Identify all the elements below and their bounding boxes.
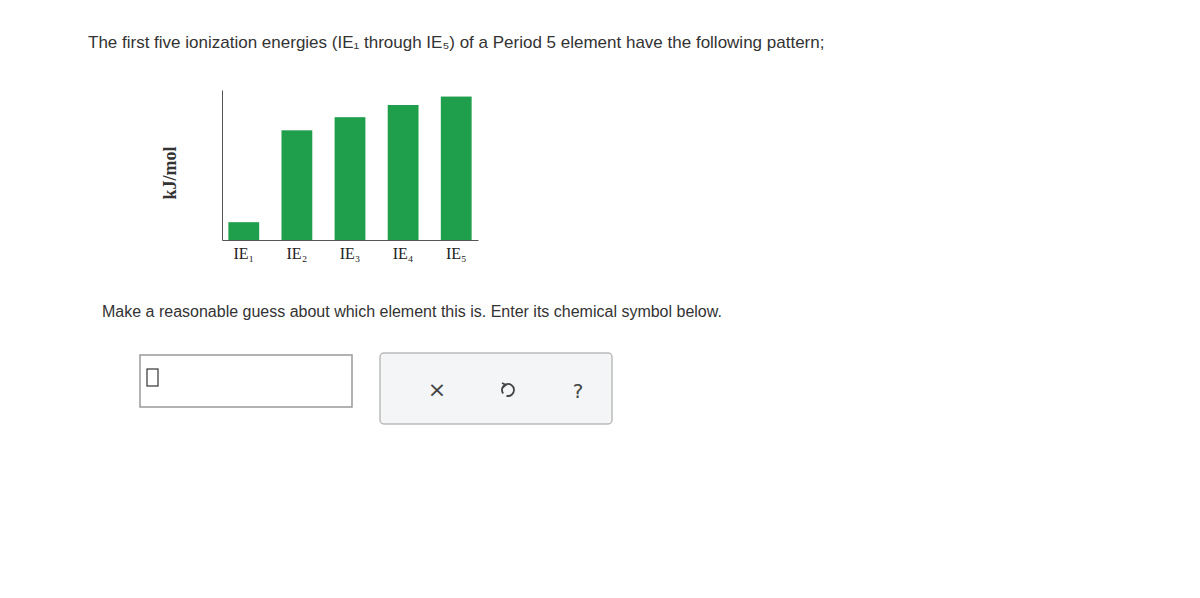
undo-arrow — [502, 383, 506, 388]
x-tick-label: IE₅ — [446, 245, 467, 262]
clear-button[interactable]: × — [428, 377, 446, 402]
bars — [228, 97, 471, 240]
answer-input[interactable] — [140, 355, 352, 407]
prompt-text: Make a reasonable guess about which elem… — [102, 303, 722, 320]
bar — [441, 97, 472, 240]
x-tick-label: IE₄ — [393, 245, 414, 262]
x-tick-label: IE₁ — [233, 245, 254, 262]
button-panel — [380, 353, 612, 424]
question-text: The first five ionization energies (IE₁ … — [88, 33, 824, 52]
input-cursor-box — [147, 369, 158, 386]
bar — [388, 105, 419, 240]
x-tick: IE₃ — [340, 240, 361, 262]
x-tick: IE₄ — [393, 240, 414, 262]
y-axis-title: kJ/mol — [160, 146, 180, 199]
bar — [281, 130, 312, 240]
y-axis-line — [222, 91, 223, 241]
undo-button[interactable] — [502, 383, 514, 396]
x-tick: IE₂ — [287, 240, 308, 262]
x-tick-label: IE₃ — [340, 245, 361, 262]
bar — [228, 222, 259, 240]
help-button[interactable]: ? — [573, 379, 584, 403]
x-tick: IE₅ — [446, 240, 467, 262]
x-tick: IE₁ — [233, 240, 254, 262]
x-tick-label: IE₂ — [287, 245, 308, 262]
bar — [335, 117, 366, 240]
x-axis-line — [223, 240, 479, 241]
y-axis — [222, 91, 223, 241]
x-axis: IE₁ IE₂ IE₃ IE₄ IE₅ — [223, 240, 479, 262]
page: The first five ionization energies (IE₁ … — [0, 0, 1200, 598]
